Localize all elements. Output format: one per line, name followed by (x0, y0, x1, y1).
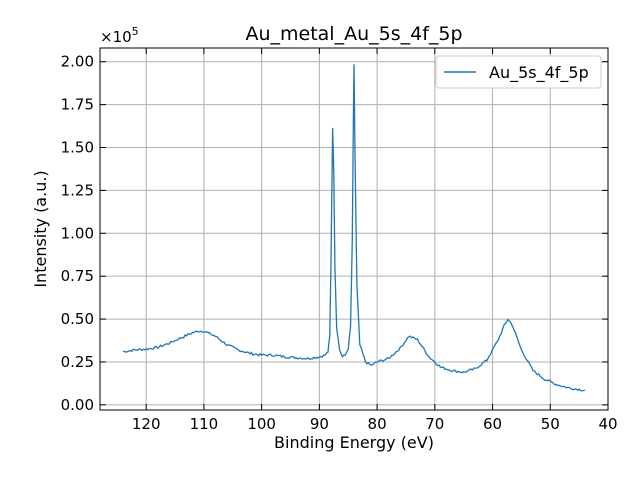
x-tick-label: 80 (368, 415, 387, 433)
y-axis-multiplier: ×105 (100, 25, 139, 46)
legend-box (435, 55, 602, 89)
x-axis-label: Binding Energy (eV) (274, 433, 434, 452)
legend-label: Au_5s_4f_5p (489, 63, 589, 83)
y-tick-label: 2.00 (61, 53, 94, 71)
x-tick-label: 60 (483, 415, 502, 433)
x-tick-label: 110 (190, 415, 219, 433)
x-tick-label: 70 (425, 415, 444, 433)
x-tick-label: 90 (310, 415, 329, 433)
plot-area (122, 64, 586, 392)
y-tick-label: 1.50 (61, 139, 94, 157)
legend[interactable]: Au_5s_4f_5p (435, 55, 602, 89)
y-tick-label: 1.25 (61, 181, 94, 199)
x-tick-label: 100 (247, 415, 276, 433)
y-tick-label: 0.75 (61, 267, 94, 285)
x-tick-label: 40 (598, 415, 617, 433)
x-tick-label: 120 (132, 415, 161, 433)
y-tick-label: 1.00 (61, 224, 94, 242)
y-tick-label: 0.25 (61, 353, 94, 371)
y-axis-label: Intensity (a.u.) (31, 170, 50, 287)
y-axis-multiplier-base: ×10 (100, 28, 132, 46)
axes-frame (99, 47, 609, 411)
y-tick-label: 1.75 (61, 96, 94, 114)
chart-title: Au_metal_Au_5s_4f_5p (245, 23, 462, 45)
series-line (122, 64, 586, 392)
x-axis-ticks: 120 110 100 90 80 70 60 50 40 (132, 48, 618, 433)
y-axis-ticks: 0.00 0.25 0.50 0.75 1.00 1.25 1.50 1.75 2.00 (61, 53, 608, 414)
y-axis-multiplier-exponent: 5 (132, 25, 139, 38)
x-tick-label: 50 (541, 415, 560, 433)
y-tick-label: 0.00 (61, 396, 94, 414)
y-tick-label: 0.50 (61, 310, 94, 328)
